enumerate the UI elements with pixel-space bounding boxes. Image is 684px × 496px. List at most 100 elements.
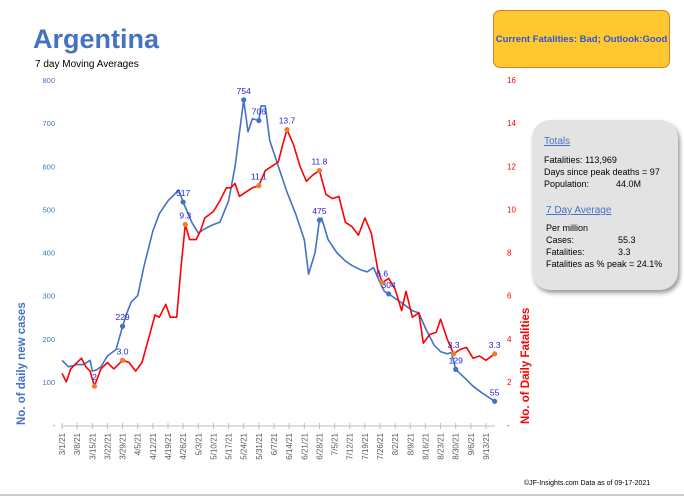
x-tick-label: 5/17/21	[225, 432, 234, 459]
total-fatalities: Fatalities: 113,969	[544, 155, 617, 165]
data-point-marker	[284, 126, 290, 133]
y-tick-label: 700	[42, 119, 55, 128]
data-label: 2	[92, 372, 97, 382]
y-tick-label: 300	[42, 292, 55, 301]
data-label: 754	[237, 86, 251, 96]
deaths-line	[61, 128, 496, 387]
data-point-marker	[119, 357, 126, 363]
data-point-marker	[386, 291, 392, 297]
data-label: 9.3	[179, 210, 191, 220]
x-tick-label: 6/28/21	[315, 432, 324, 459]
y2-tick-label: 4	[507, 335, 512, 344]
cases-value: 55.3	[618, 235, 636, 245]
data-label: 3.3	[489, 340, 501, 350]
y-tick-label: 600	[42, 162, 55, 171]
y2-tick-label: 8	[507, 249, 512, 258]
data-label: 11.8	[311, 157, 327, 167]
y2-axis-title: No. of Daily Fatalities	[520, 308, 532, 424]
x-tick-label: 9/13/21	[482, 432, 491, 459]
x-tick-label: 8/9/21	[406, 432, 415, 455]
data-label: 304	[382, 280, 396, 290]
data-point-marker	[256, 117, 262, 124]
data-point-marker	[241, 97, 247, 103]
data-label: 517	[176, 188, 190, 198]
data-point-marker	[91, 383, 98, 389]
x-tick-label: 6/21/21	[300, 432, 309, 459]
totals-heading: Totals	[544, 136, 571, 147]
data-point-marker	[316, 217, 323, 223]
data-point-marker	[379, 280, 385, 286]
data-label: 229	[115, 312, 129, 322]
data-point-marker	[492, 351, 498, 357]
y-tick-label: -	[53, 421, 56, 430]
data-label: 3.3	[448, 340, 460, 350]
x-tick-label: 3/15/21	[88, 432, 97, 459]
x-tick-label: 4/5/21	[134, 432, 143, 455]
x-tick-label: 5/31/21	[255, 432, 264, 459]
data-point-marker	[492, 398, 498, 404]
x-tick-label: 5/10/21	[209, 432, 218, 459]
x-tick-label: 8/30/21	[452, 432, 461, 459]
x-tick-label: 4/26/21	[179, 432, 188, 459]
population-value: 44.0M	[616, 179, 642, 189]
x-tick-label: 3/29/21	[119, 432, 128, 459]
data-label: 55	[490, 387, 500, 397]
y-tick-label: 800	[42, 76, 55, 85]
y2-tick-label: 16	[507, 76, 516, 85]
cases-label: Cases:	[546, 235, 575, 245]
chart-subtitle: 7 day Moving Averages	[35, 59, 139, 70]
data-label: 11.1	[251, 172, 267, 182]
y-axis-title: No. of daily new cases	[16, 302, 28, 425]
data-point-marker	[453, 366, 459, 372]
x-tick-label: 9/6/21	[467, 432, 476, 455]
fatalities-value: 3.3	[618, 247, 631, 257]
y-tick-label: 100	[42, 378, 55, 387]
data-point-marker	[180, 199, 186, 205]
y2-tick-label: 10	[507, 205, 516, 214]
cases-line	[61, 99, 496, 402]
x-tick-label: 5/24/21	[240, 432, 249, 459]
y2-tick-label: 14	[507, 119, 516, 128]
x-tick-label: 4/12/21	[149, 432, 158, 459]
pct-peak: Fatalities as % peak = 24.1%	[546, 259, 663, 269]
x-tick-label: 7/26/21	[376, 432, 385, 459]
data-label: 706	[252, 107, 266, 117]
per-million: Per million	[546, 223, 589, 233]
y2-tick-label: 12	[507, 162, 516, 171]
x-tick-label: 3/22/21	[103, 432, 112, 459]
data-label: 6.6	[376, 269, 388, 279]
y2-tick-label: -	[507, 421, 510, 430]
data-label: 13.7	[279, 116, 296, 126]
footer-credit: ©JF-Insights.com Data as of 09-17-2021	[524, 480, 651, 487]
x-tick-label: 7/12/21	[346, 432, 355, 459]
data-label: 475	[312, 206, 326, 216]
y2-tick-label: 2	[507, 378, 512, 387]
y-tick-label: 400	[42, 249, 55, 258]
avg-heading: 7 Day Average	[546, 205, 612, 216]
data-point-marker	[182, 221, 188, 228]
status-badge: Current Fatalities: Bad; Outlook:Good	[493, 10, 670, 68]
x-tick-label: 7/19/21	[361, 432, 370, 459]
stats-panel: Totals Fatalities: 113,969 Days since pe…	[532, 120, 678, 290]
data-point-marker	[316, 167, 323, 174]
x-tick-label: 8/23/21	[437, 432, 446, 459]
x-tick-label: 3/8/21	[73, 432, 82, 455]
population-label: Population:	[544, 179, 590, 189]
x-tick-label: 8/2/21	[391, 432, 400, 455]
data-point-marker	[119, 323, 126, 329]
data-point-marker	[256, 183, 262, 189]
data-label: 3.0	[117, 346, 129, 356]
x-tick-label: 6/14/21	[285, 432, 294, 459]
y2-tick-label: 6	[507, 292, 512, 301]
fatalities-label: Fatalities:	[546, 247, 585, 257]
x-tick-label: 7/5/21	[331, 432, 340, 455]
x-tick-label: 5/3/21	[194, 432, 203, 455]
x-tick-label: 8/16/21	[421, 432, 430, 459]
x-tick-label: 6/7/21	[270, 432, 279, 455]
data-label: 129	[449, 355, 463, 365]
x-tick-label: 4/19/21	[164, 432, 173, 459]
days-since-peak: Days since peak deaths = 97	[544, 167, 660, 177]
x-tick-label: 3/1/21	[58, 432, 67, 455]
